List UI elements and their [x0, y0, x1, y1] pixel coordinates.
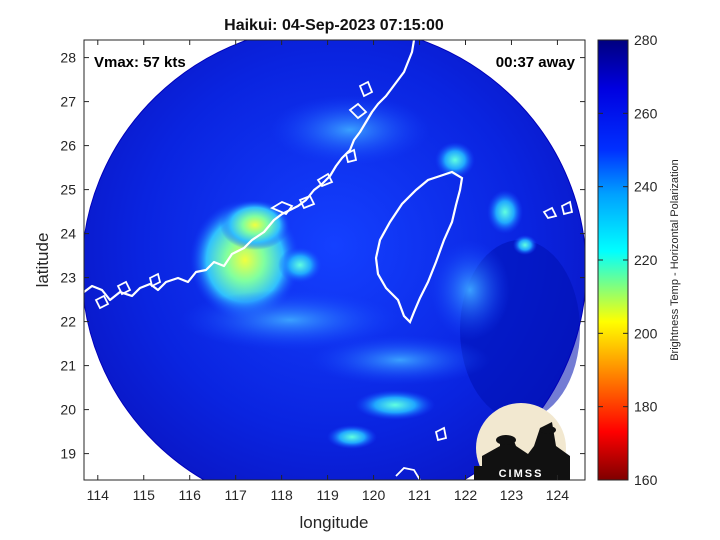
x-tick-label: 119 — [316, 487, 339, 503]
y-axis-label: latitude — [33, 233, 52, 288]
x-tick-label: 122 — [454, 487, 478, 503]
y-tick-label: 22 — [60, 314, 76, 330]
x-tick-label: 117 — [225, 487, 248, 503]
x-tick-label: 115 — [133, 487, 156, 503]
coast-islands-1 — [270, 80, 374, 216]
axes-box — [83, 39, 586, 481]
colorbar-label: Brightness Temp - Horizontal Polarizatio… — [669, 159, 681, 361]
map-title: Haikui: 04-Sep-2023 07:15:00 — [224, 17, 444, 34]
rainband-inner — [278, 247, 322, 283]
y-tick-label: 21 — [60, 358, 76, 374]
y-tick-label: 19 — [60, 446, 76, 462]
colorbar-tick-label: 220 — [634, 252, 658, 268]
rainband-east-1 — [435, 142, 475, 178]
x-tick-label: 118 — [270, 487, 293, 503]
x-tick-label: 114 — [87, 487, 110, 503]
colorbar-tick-label: 240 — [634, 179, 658, 195]
colorbar-tick-label: 280 — [634, 32, 658, 48]
vmax-label: Vmax: 57 kts — [94, 54, 186, 71]
taiwan-coastline — [374, 170, 464, 324]
rainband-core-north — [220, 200, 290, 250]
logo-text: CIMSS — [499, 468, 544, 480]
x-tick-label: 116 — [179, 487, 202, 503]
x-axis: 114 115 116 117 118 119 120 121 122 123 124 — [87, 40, 570, 503]
rainband-glow-4 — [430, 240, 510, 340]
x-tick-label: 120 — [362, 487, 386, 503]
y-axis: 28 27 26 25 24 23 22 21 20 19 — [60, 50, 585, 462]
rainband-glow-3 — [270, 95, 430, 165]
rainband-glow-1 — [180, 290, 400, 350]
rainband-east-3 — [513, 235, 537, 255]
china-coastline — [84, 40, 416, 302]
y-tick-label: 23 — [60, 270, 76, 286]
y-tick-label: 27 — [60, 94, 76, 110]
colorbar-tick-label: 160 — [634, 472, 658, 488]
y-tick-label: 26 — [60, 138, 76, 154]
x-tick-label: 123 — [500, 487, 524, 503]
coast-islands-2 — [94, 200, 574, 442]
time-away-label: 00:37 away — [496, 54, 576, 71]
y-tick-label: 24 — [60, 226, 76, 242]
x-tick-label: 121 — [408, 487, 432, 503]
x-axis-label: longitude — [299, 513, 368, 532]
colorbar-ticks: 280 260 240 220 200 180 160 — [598, 32, 658, 488]
colorbar-tick-label: 260 — [634, 105, 658, 121]
x-tick-label: 124 — [546, 487, 570, 503]
colorbar-tick-label: 200 — [634, 325, 658, 341]
colorbar-tick-label: 180 — [634, 399, 658, 415]
hainan-coast — [395, 467, 421, 480]
y-tick-label: 28 — [60, 50, 76, 66]
cimss-logo: CIMSS — [474, 403, 570, 480]
rainband-east-2 — [487, 190, 523, 234]
rainband-south-1 — [355, 390, 435, 420]
y-tick-label: 25 — [60, 182, 76, 198]
y-tick-label: 20 — [60, 402, 76, 418]
rainband-south-2 — [327, 425, 377, 449]
rainband-glow-2 — [310, 335, 490, 385]
